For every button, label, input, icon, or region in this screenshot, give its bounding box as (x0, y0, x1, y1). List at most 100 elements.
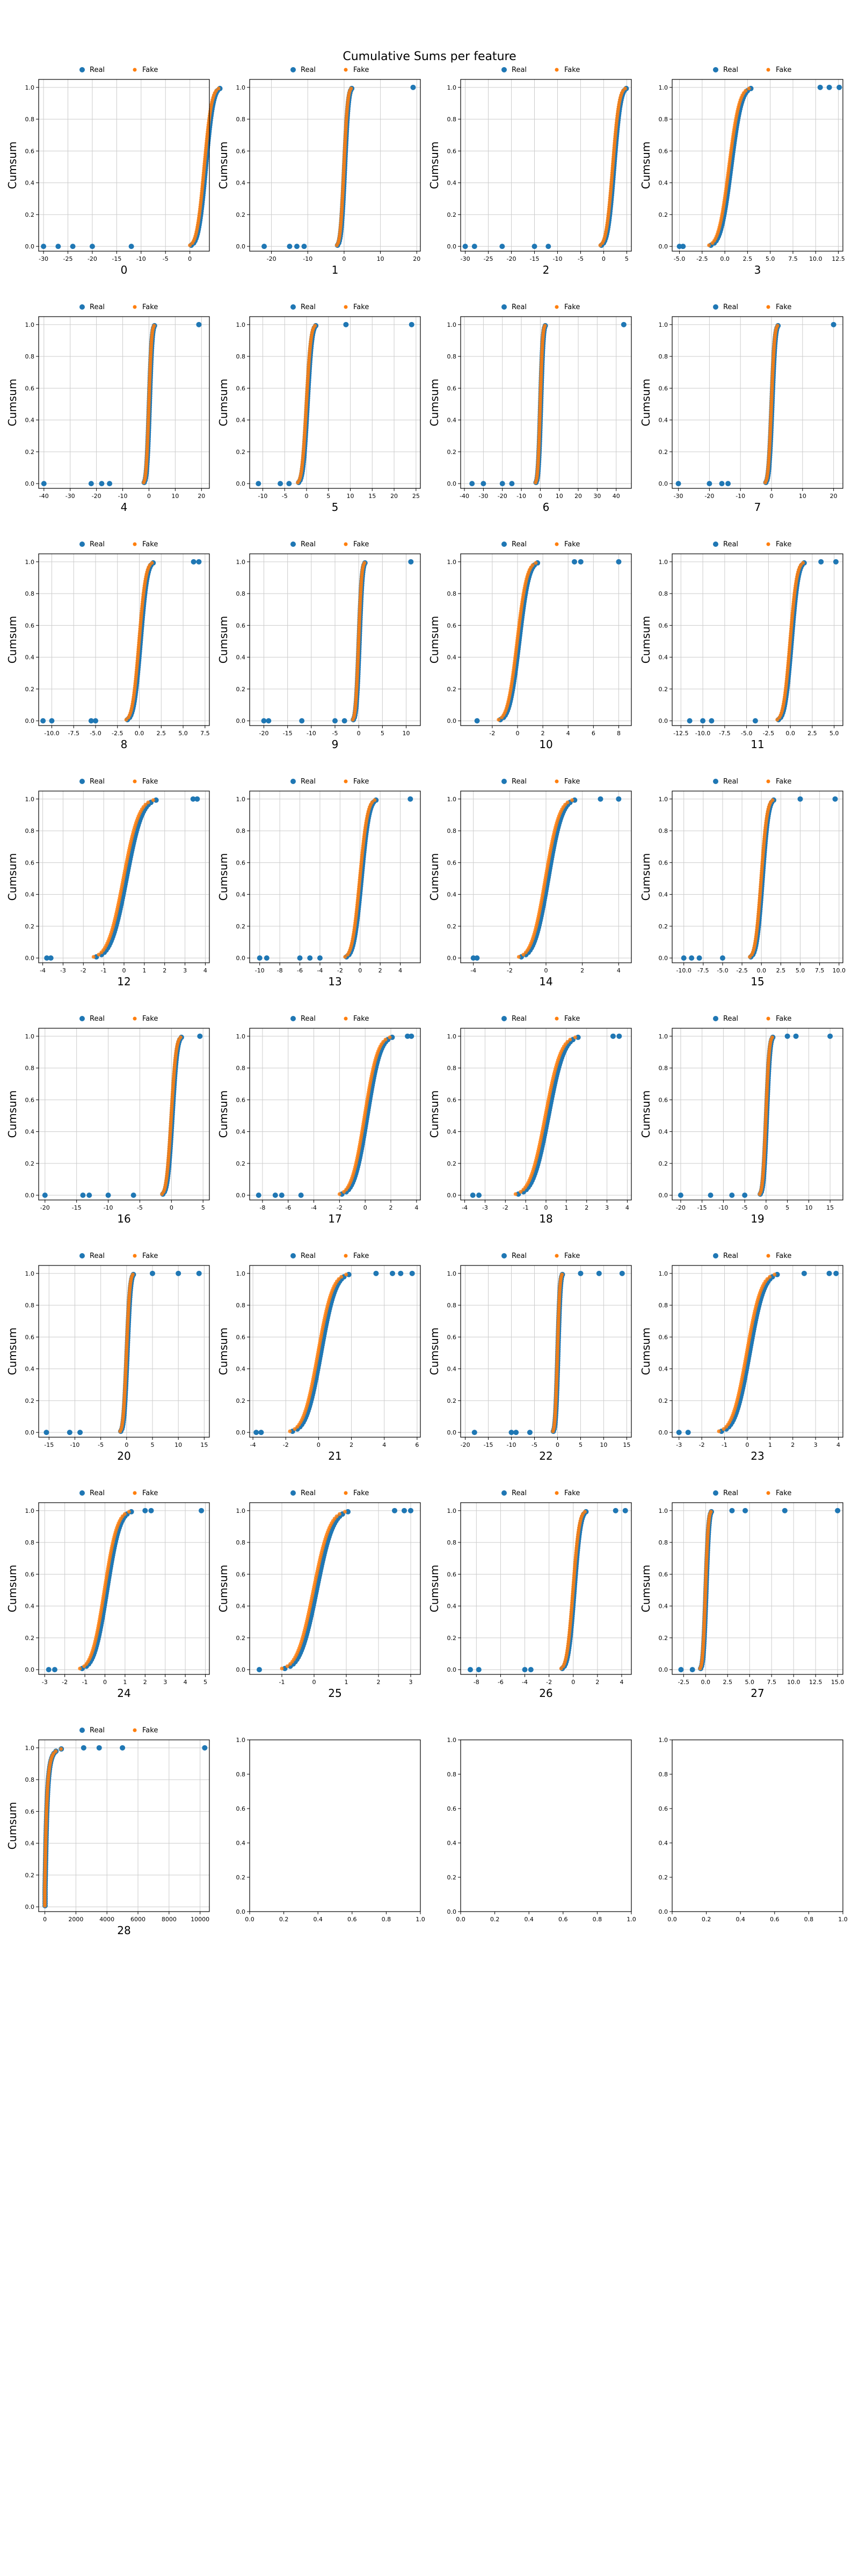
y-tick-label: 0.6 (447, 622, 457, 629)
subplot-13: -10 -8 -6 -4 -2 0 2 4 0.0 0.2 0.4 0.6 0.8 1.0 Real Fake… (217, 778, 421, 988)
y-tick-label: 0.4 (447, 1366, 457, 1373)
x-tick-label: -10 (303, 255, 312, 262)
legend: Real Fake (713, 66, 791, 74)
legend-label-real: Real (512, 66, 527, 74)
real-point (40, 718, 46, 724)
x-tick-label: -4 (40, 967, 46, 974)
fake-point (214, 89, 218, 93)
x-axis-label: 15 (751, 975, 764, 988)
fake-point (130, 1272, 135, 1277)
y-tick-label: 0.0 (25, 1429, 35, 1436)
legend: Real Fake (290, 1015, 369, 1023)
x-axis-label: 23 (751, 1450, 764, 1462)
x-tick-label: 2 (389, 1204, 393, 1211)
real-point (130, 1192, 136, 1198)
fake-point (516, 955, 521, 959)
y-tick-label: 0.8 (447, 828, 457, 835)
real-point (700, 718, 706, 724)
y-tick-label: 0.0 (447, 1192, 457, 1199)
legend-label-real: Real (512, 540, 527, 548)
legend-marker-real (290, 1253, 296, 1258)
real-point (341, 718, 347, 724)
y-tick-label: 0.2 (447, 686, 457, 693)
y-tick-label: 1.0 (25, 559, 35, 566)
x-tick-label: 10 (171, 493, 179, 500)
x-tick-label: -20 (92, 493, 101, 500)
real-point (616, 1033, 622, 1039)
legend-label-fake: Fake (142, 1015, 158, 1023)
real-point (527, 1430, 533, 1436)
real-point (256, 481, 261, 487)
y-axis-label: Cumsum (428, 379, 441, 427)
fake-point (383, 1037, 388, 1042)
x-tick-label: 5 (785, 1204, 789, 1211)
x-tick-label: -20 (461, 1441, 470, 1448)
real-point (831, 321, 836, 327)
x-tick-label: 7.5 (788, 255, 798, 262)
fake-point (560, 1272, 564, 1277)
real-point (508, 1430, 514, 1436)
x-tick-label: 2 (143, 1679, 147, 1686)
subplot-15: -10.0 -7.5 -5.0 -2.5 0.0 2.5 5.0 7.5 10.0 0.0 0.2 0… (639, 778, 846, 988)
legend-marker-fake (344, 779, 348, 784)
legend: Real Fake (713, 303, 791, 311)
legend-marker-fake (766, 542, 770, 546)
x-tick-label: -10 (118, 493, 128, 500)
fake-point (770, 1035, 774, 1040)
real-point (258, 1430, 264, 1436)
y-axis-label: Cumsum (217, 1328, 230, 1375)
y-tick-label: 1.0 (447, 559, 457, 566)
legend-label-real: Real (301, 540, 316, 548)
legend-label-real: Real (723, 66, 738, 74)
y-axis-label: Cumsum (217, 616, 230, 664)
real-point (545, 244, 551, 250)
x-tick-label: 6 (415, 1441, 419, 1448)
x-tick-label: -1 (101, 967, 107, 974)
plot-area (39, 554, 209, 726)
series-fake (188, 86, 221, 247)
real-point (46, 1667, 52, 1673)
x-tick-label: 30 (593, 493, 601, 500)
subplot-16: -20 -15 -10 -5 0 5 0.0 0.2 0.4 0.6 0.8 1.0 Real Fake 1… (6, 1015, 210, 1225)
x-tick-label: -2.5 (736, 967, 747, 974)
x-axis-label: 14 (539, 975, 552, 988)
x-tick-label: 5.0 (796, 967, 805, 974)
x-tick-label: -7.5 (697, 967, 709, 974)
legend-marker-real (713, 1253, 718, 1258)
y-tick-label: 0.4 (659, 654, 668, 661)
x-tick-label: 3 (409, 1679, 413, 1686)
real-point (41, 481, 47, 487)
x-tick-label: -40 (39, 493, 49, 500)
legend-label-real: Real (723, 1252, 738, 1260)
x-tick-label: 2 (791, 1441, 795, 1448)
x-tick-label: -3 (482, 1204, 488, 1211)
legend: Real Fake (290, 778, 369, 786)
y-tick-label: 0.2 (25, 923, 35, 930)
y-tick-label: 0.8 (447, 116, 457, 123)
x-tick-label: 4 (625, 1204, 629, 1211)
x-tick-label: 5.0 (178, 730, 188, 737)
plot-area (461, 554, 631, 726)
x-axis-label: 4 (121, 501, 128, 514)
plot-area (461, 1265, 631, 1437)
legend-marker-real (501, 779, 507, 784)
x-tick-label: 2.5 (807, 730, 817, 737)
x-tick-label: 25 (412, 493, 420, 500)
x-axis-label: 2 (543, 264, 550, 276)
y-tick-label: 0.8 (25, 353, 35, 360)
y-axis-label: Cumsum (217, 379, 230, 427)
x-tick-label: -5.0 (90, 730, 101, 737)
legend-label-fake: Fake (142, 1489, 158, 1497)
legend-label-fake: Fake (142, 303, 158, 311)
y-tick-label: 0.2 (447, 1397, 457, 1404)
fake-point (744, 89, 748, 93)
real-point (572, 559, 577, 565)
x-tick-label: -20 (507, 255, 516, 262)
x-tick-label: -2 (503, 1204, 508, 1211)
fake-point (152, 324, 156, 328)
y-tick-label: 0.4 (25, 417, 35, 424)
subplot-14: -4 -2 0 2 4 0.0 0.2 0.4 0.6 0.8 1.0 Real Fake 14 Cumsu… (428, 778, 632, 988)
subplot-5: -10 -5 0 5 10 15 20 25 0.0 0.2 0.4 0.6 0.8 1.0 Real Fak… (217, 303, 421, 514)
x-tick-label: 5 (381, 730, 384, 737)
